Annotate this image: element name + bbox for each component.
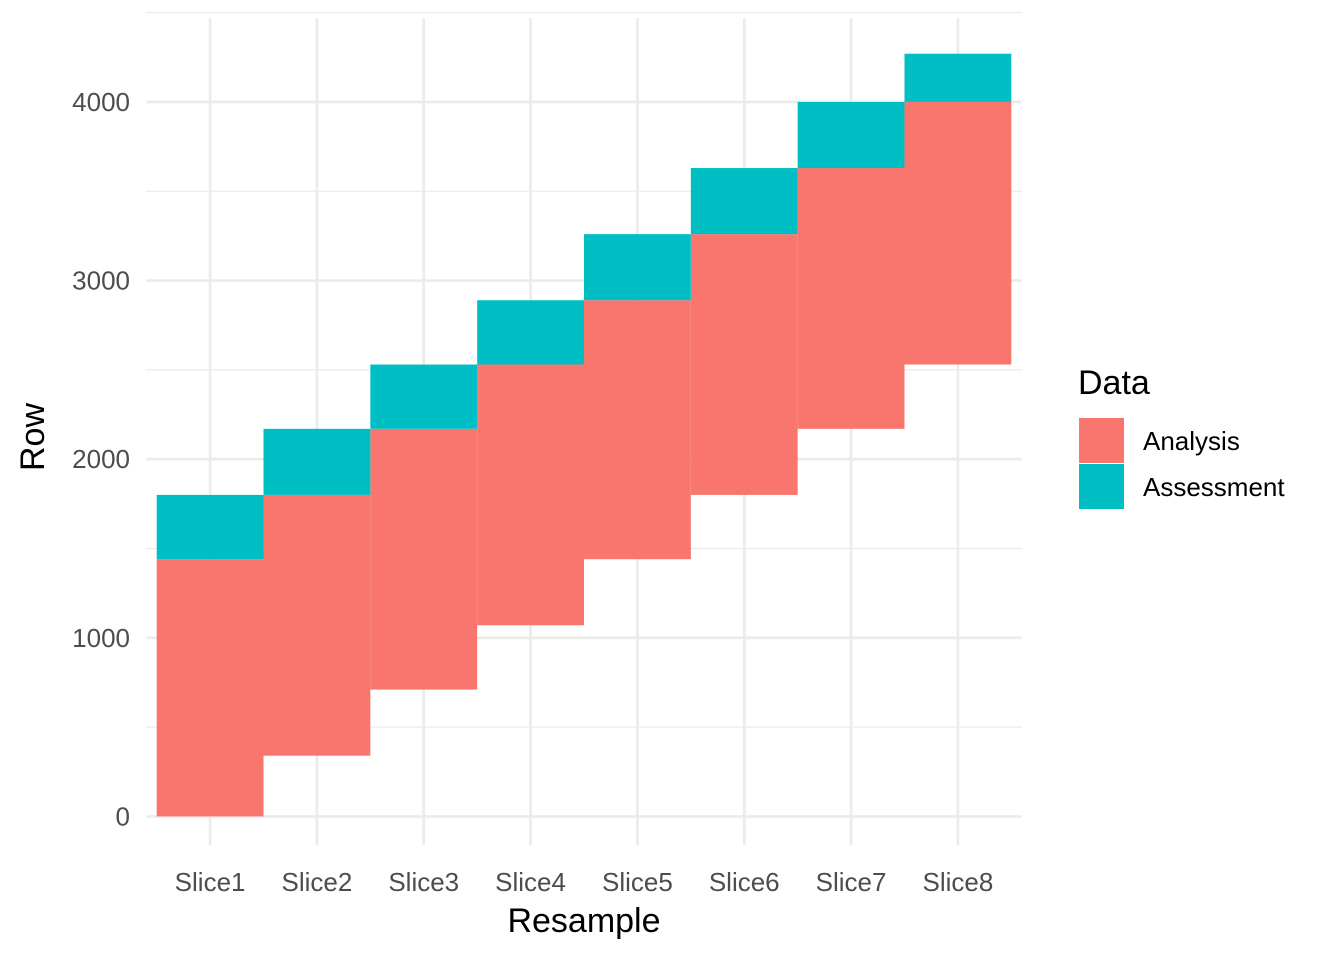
legend-label-analysis: Analysis xyxy=(1143,426,1240,456)
bar-analysis-slice8 xyxy=(904,101,1012,365)
bar-assessment-slice7 xyxy=(797,101,905,169)
y-axis-title: Row xyxy=(14,403,52,471)
bar-analysis-slice2 xyxy=(263,494,371,756)
bar-analysis-slice5 xyxy=(584,300,691,560)
y-tick-label: 3000 xyxy=(72,266,130,296)
legend-label-assessment: Assessment xyxy=(1143,472,1285,502)
bar-analysis-slice6 xyxy=(690,234,798,495)
x-tick-label: Slice4 xyxy=(495,867,566,897)
x-tick-label: Slice2 xyxy=(282,867,353,897)
legend-swatch-analysis xyxy=(1079,418,1124,463)
bar-assessment-slice5 xyxy=(584,234,691,301)
bar-assessment-slice3 xyxy=(370,364,478,429)
y-tick-label: 4000 xyxy=(72,87,130,117)
bar-assessment-slice6 xyxy=(690,168,798,235)
bar-assessment-slice4 xyxy=(477,300,584,365)
y-axis-ticks: 0 1000 2000 3000 4000 xyxy=(72,87,130,831)
y-tick-label: 1000 xyxy=(72,623,130,653)
bar-analysis-slice4 xyxy=(477,364,584,626)
legend-swatch-assessment xyxy=(1079,464,1124,509)
x-tick-label: Slice1 xyxy=(175,867,246,897)
x-tick-label: Slice3 xyxy=(388,867,459,897)
x-axis-ticks: Slice1 Slice2 Slice3 Slice4 Slice5 Slice6 Slic… xyxy=(175,867,994,897)
bar-analysis-slice3 xyxy=(370,428,478,690)
y-tick-label: 0 xyxy=(116,801,130,831)
x-tick-label: Slice7 xyxy=(816,867,887,897)
x-axis-title: Resample xyxy=(507,902,660,940)
bar-assessment-slice1 xyxy=(156,494,264,560)
legend: Data Analysis Assessment xyxy=(1078,364,1285,509)
x-tick-label: Slice8 xyxy=(922,867,993,897)
bar-assessment-slice2 xyxy=(263,428,371,495)
bars xyxy=(156,53,1012,817)
x-tick-label: Slice5 xyxy=(602,867,673,897)
bar-assessment-slice8 xyxy=(904,53,1012,102)
bar-analysis-slice1 xyxy=(156,559,264,817)
y-tick-label: 2000 xyxy=(72,444,130,474)
x-tick-label: Slice6 xyxy=(709,867,780,897)
legend-title: Data xyxy=(1078,364,1150,402)
bar-analysis-slice7 xyxy=(797,168,905,429)
